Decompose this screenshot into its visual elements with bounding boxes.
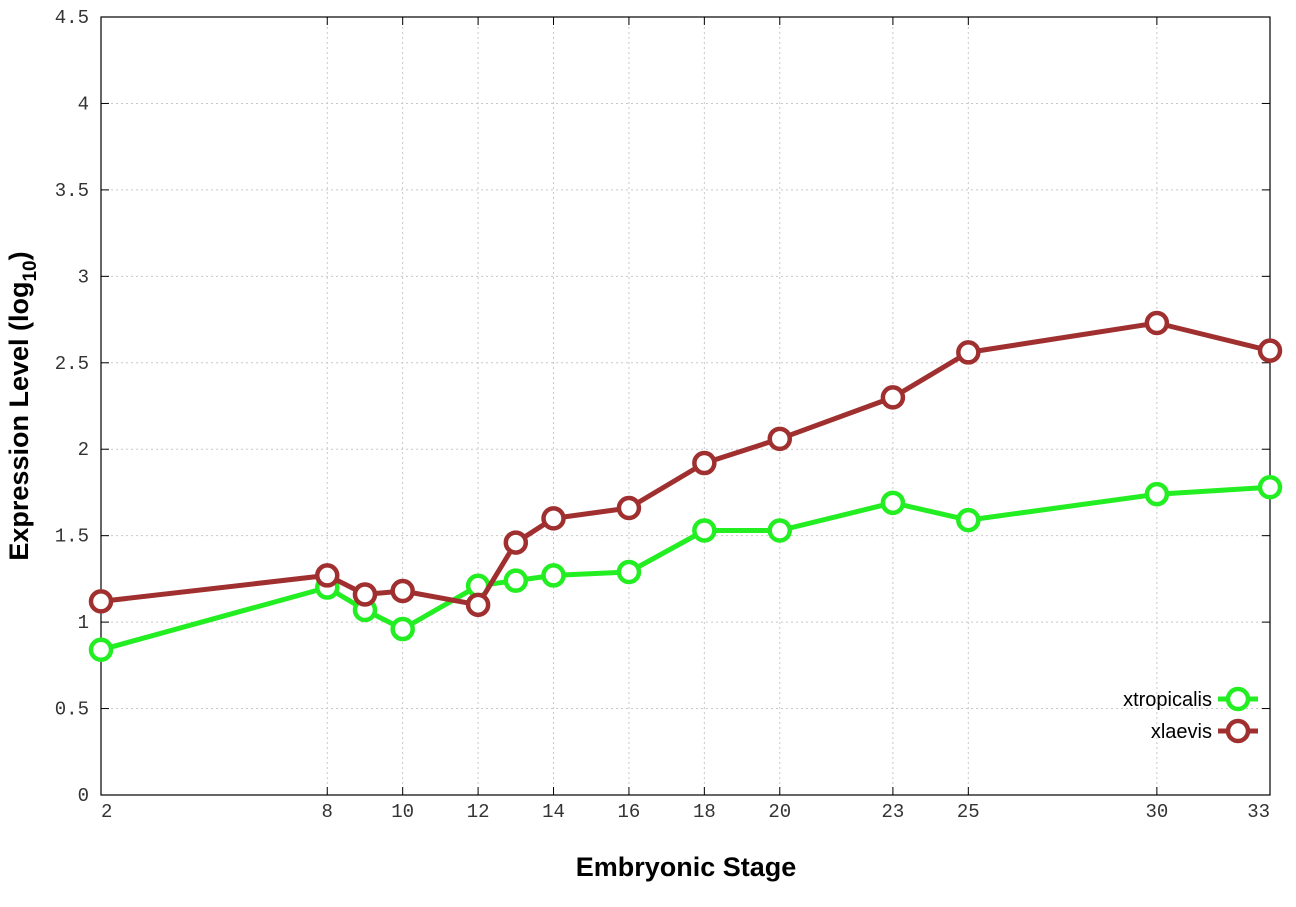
y-tick-label: 2.5 <box>55 353 89 375</box>
data-point <box>1144 310 1170 336</box>
data-point <box>390 616 415 642</box>
data-point <box>1257 475 1283 500</box>
y-tick-label: 0.5 <box>55 699 89 721</box>
data-point <box>465 592 491 618</box>
data-point <box>692 518 717 543</box>
data-point <box>541 506 566 531</box>
y-tick-label: 4 <box>78 93 89 115</box>
y-tick-label: 3 <box>78 266 89 288</box>
data-point <box>541 563 566 588</box>
y-tick-label: 1 <box>78 612 89 634</box>
data-point <box>880 385 906 410</box>
data-point <box>767 518 793 543</box>
y-tick-label: 0 <box>78 785 89 807</box>
data-point <box>1144 481 1170 507</box>
x-tick-label: 20 <box>768 801 791 823</box>
data-point <box>503 568 529 593</box>
y-axis-title-main: Expression Level (log <box>4 282 34 561</box>
legend-label: xtropicalis <box>1123 689 1212 711</box>
legend-label: xlaevis <box>1151 721 1212 743</box>
x-axis-title: Embryonic Stage <box>576 852 797 882</box>
y-axis-title-subscript: 10 <box>20 260 41 281</box>
data-point <box>616 495 642 521</box>
x-tick-label: 23 <box>881 801 904 823</box>
x-tick-label: 12 <box>467 801 490 823</box>
data-point <box>390 578 415 604</box>
y-axis-title-suffix: ) <box>4 251 34 260</box>
y-tick-label: 1.5 <box>55 526 89 548</box>
series-line <box>100 320 1271 608</box>
x-tick-label: 10 <box>391 801 414 823</box>
data-point <box>315 563 340 588</box>
plot-frame <box>100 16 1271 796</box>
legend-swatch-marker <box>1225 718 1251 744</box>
data-point <box>767 426 793 452</box>
data-point <box>1257 338 1283 363</box>
data-point <box>956 507 981 533</box>
legend-swatch-marker <box>1225 686 1251 712</box>
data-point <box>352 582 378 607</box>
data-point <box>88 589 114 614</box>
y-axis-title: Expression Level (log10) <box>4 251 41 560</box>
x-tick-label: 18 <box>693 801 716 823</box>
legend-item: xlaevis <box>1151 718 1258 744</box>
series-line <box>100 484 1271 653</box>
x-tick-label: 8 <box>322 801 333 823</box>
series-xlaevis <box>88 310 1283 618</box>
data-point <box>692 450 717 476</box>
tick-layer <box>100 16 1271 796</box>
data-point <box>880 490 906 516</box>
data-point <box>503 530 529 555</box>
label-layer: 0 0.5 1 1.5 2 2.5 3 3.5 4 4.5 2 8 10 12 14 16 18 20 23 25 30… <box>55 7 1270 823</box>
x-tick-label: 16 <box>618 801 641 823</box>
x-tick-label: 2 <box>101 801 112 823</box>
y-tick-label: 4.5 <box>55 7 89 29</box>
series-xtropicalis <box>88 475 1283 663</box>
legend: xtropicalis xlaevis <box>1123 686 1258 744</box>
x-tick-label: 30 <box>1145 801 1168 823</box>
x-tick-label: 25 <box>957 801 980 823</box>
y-tick-label: 2 <box>78 439 89 461</box>
x-tick-label: 33 <box>1247 801 1270 823</box>
y-tick-label: 3.5 <box>55 180 89 202</box>
data-point <box>956 340 981 365</box>
grid-layer <box>101 17 1270 795</box>
data-point <box>616 559 642 585</box>
legend-item: xtropicalis <box>1123 686 1258 712</box>
series-layer <box>88 310 1283 663</box>
x-tick-label: 14 <box>542 801 565 823</box>
data-point <box>88 637 114 663</box>
